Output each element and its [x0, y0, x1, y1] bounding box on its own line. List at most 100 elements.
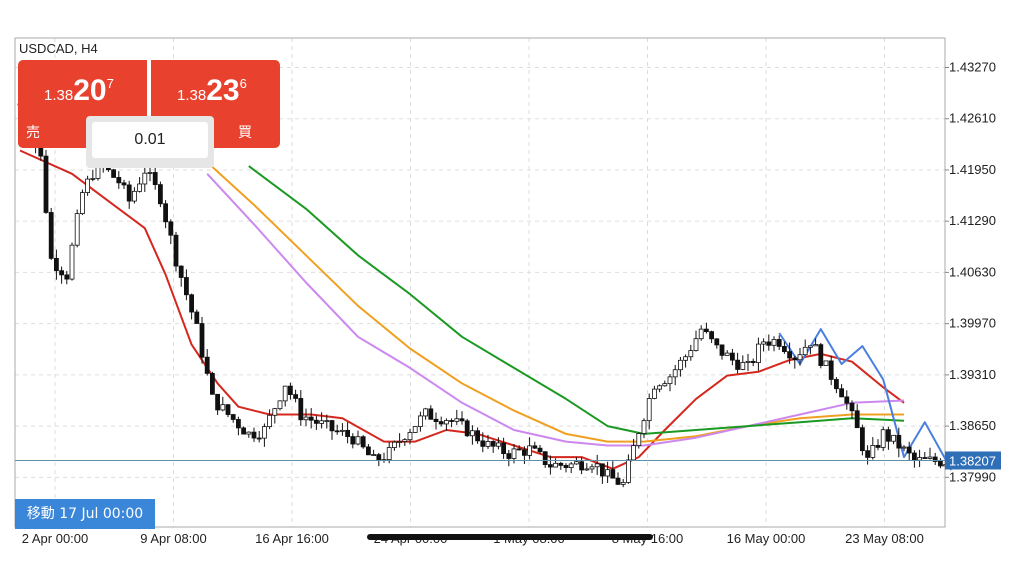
- x-tick-label: 9 Apr 08:00: [140, 531, 207, 546]
- candle-body: [475, 430, 481, 442]
- candle-body: [667, 376, 673, 385]
- candle-body: [922, 457, 928, 459]
- candle-body: [683, 356, 688, 361]
- candle-body: [225, 404, 231, 415]
- candle-body: [813, 344, 818, 347]
- candle-body: [901, 446, 907, 449]
- ma-green-line: [248, 165, 905, 435]
- candle-body: [376, 454, 382, 461]
- candle-body: [787, 351, 792, 359]
- candle-body: [880, 429, 886, 448]
- candle-body: [173, 234, 179, 267]
- candle-body: [657, 385, 662, 390]
- sell-price-pip: 7: [106, 76, 114, 91]
- candle-body: [719, 344, 725, 356]
- y-tick-label: 1.41290: [949, 213, 996, 228]
- candle-body: [303, 416, 309, 421]
- candle-body: [906, 446, 912, 454]
- candle-body: [553, 462, 558, 468]
- candle-body: [319, 420, 325, 424]
- candle-body: [350, 436, 356, 445]
- current-price-line: 1.38207: [15, 451, 1001, 470]
- candle-body: [709, 331, 714, 340]
- moving-average-lines: [19, 149, 947, 470]
- candle-body: [724, 352, 730, 356]
- candle-body: [849, 402, 855, 412]
- candle-body: [610, 469, 616, 479]
- candle-body: [329, 420, 335, 432]
- candle-body: [860, 427, 865, 452]
- buy-price: 1.38236: [177, 74, 247, 108]
- candle-body: [152, 172, 158, 186]
- x-tick-label: 23 May 08:00: [845, 531, 924, 546]
- candle-body: [750, 360, 756, 364]
- candle-body: [797, 354, 803, 361]
- candle-body: [678, 359, 683, 371]
- candle-body: [886, 429, 891, 442]
- candle-body: [828, 360, 834, 380]
- candle-body: [542, 451, 548, 466]
- candle-body: [745, 360, 751, 363]
- candle-body: [391, 441, 397, 448]
- candle-body: [355, 436, 361, 445]
- candle-body: [85, 178, 90, 193]
- goto-date-button[interactable]: 移動 17 Jul 00:00: [15, 499, 155, 529]
- candle-body: [688, 350, 694, 358]
- x-tick-label: 2 Apr 00:00: [22, 531, 89, 546]
- buy-price-prefix: 1.38: [177, 87, 207, 104]
- candle-body: [537, 447, 543, 453]
- candle-body: [459, 418, 465, 422]
- candle-body: [865, 450, 870, 458]
- ma-orange-line: [206, 161, 904, 443]
- sell-price-prefix: 1.38: [44, 87, 74, 104]
- x-tick-label: 16 Apr 16:00: [255, 531, 329, 546]
- y-tick-label: 1.42610: [949, 111, 996, 126]
- candle-body: [823, 360, 829, 366]
- candle-body: [163, 203, 169, 223]
- candle-body: [433, 418, 439, 423]
- candle-body: [345, 429, 351, 437]
- candle-body: [844, 396, 850, 404]
- candle-body: [111, 169, 116, 178]
- candle-body: [204, 356, 210, 374]
- candle-body: [74, 213, 80, 246]
- candle-body: [298, 398, 304, 421]
- candle-body: [397, 441, 403, 443]
- candle-body: [126, 184, 132, 202]
- candle-body: [714, 338, 720, 346]
- candle-body: [272, 408, 278, 416]
- candle-body: [938, 461, 943, 467]
- candle-body: [652, 388, 657, 399]
- candle-body: [756, 343, 761, 364]
- candle-body: [501, 442, 507, 455]
- candle-body: [636, 433, 642, 446]
- candle-body: [511, 448, 517, 459]
- candle-body: [454, 418, 460, 422]
- candle-body: [469, 430, 475, 437]
- candle-body: [839, 388, 844, 398]
- sell-price: 1.38207: [44, 74, 114, 108]
- candle-body: [808, 345, 813, 348]
- candle-body: [131, 190, 137, 202]
- candle-body: [412, 426, 418, 433]
- candle-body: [485, 441, 491, 447]
- candle-body: [615, 477, 621, 485]
- candle-body: [157, 184, 163, 205]
- candle-body: [267, 414, 273, 428]
- home-indicator: [367, 534, 653, 540]
- candle-body: [59, 270, 64, 276]
- candle-body: [423, 408, 429, 417]
- candle-body: [443, 420, 449, 425]
- candle-body: [48, 212, 54, 259]
- candle-body: [917, 457, 922, 461]
- candle-body: [516, 448, 522, 451]
- candle-body: [662, 383, 668, 387]
- lot-size-input[interactable]: 0.01: [92, 122, 208, 158]
- candle-body: [626, 459, 631, 483]
- candle-body: [386, 447, 392, 460]
- candle-body: [428, 408, 434, 420]
- y-tick-label: 1.43270: [949, 59, 996, 74]
- candle-body: [776, 339, 782, 347]
- candle-body: [324, 420, 330, 422]
